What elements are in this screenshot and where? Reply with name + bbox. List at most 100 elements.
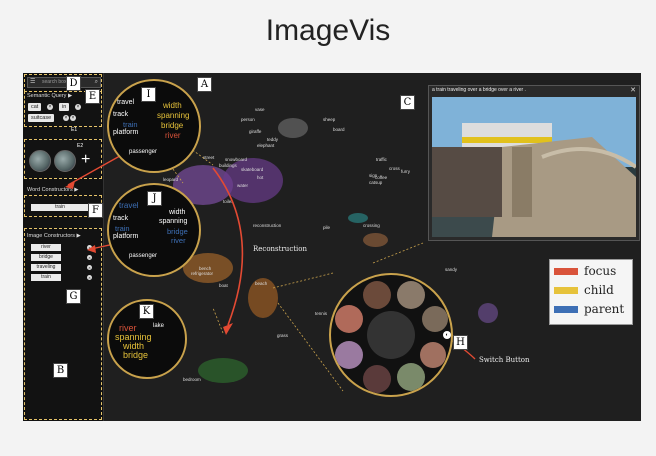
preview-photo <box>432 97 636 237</box>
slide-title: ImageVis <box>265 14 391 47</box>
scatter-word[interactable]: leopard <box>163 177 179 182</box>
switch-button[interactable]: ◐ <box>443 331 451 339</box>
close-icon[interactable]: ✕ <box>630 87 636 94</box>
lens-word: river <box>119 323 137 333</box>
scatter-word[interactable]: boat <box>219 283 228 288</box>
label-e: E <box>85 89 100 104</box>
scatter-word[interactable]: traffic <box>376 157 387 162</box>
cluster-blob <box>363 233 388 247</box>
label-g: G <box>66 289 81 304</box>
scatter-word[interactable]: bedroom <box>183 377 201 382</box>
remove-icon[interactable]: × <box>87 265 92 270</box>
scatter-word[interactable]: buildings <box>219 163 237 168</box>
lens-center <box>367 311 415 359</box>
scatter-word[interactable]: sandy <box>445 267 458 272</box>
image-term-river[interactable]: river <box>31 244 61 251</box>
image-term-traveling[interactable]: traveling <box>31 264 61 271</box>
semantic-query-label[interactable]: Semantic Query ▶ <box>27 93 73 99</box>
lens-word: track <box>113 111 129 118</box>
remove-icon[interactable]: × <box>87 255 92 260</box>
search-box[interactable]: ☰ search box... ⌕ <box>27 77 101 88</box>
scatter-word[interactable]: coffee <box>375 175 388 180</box>
preview-caption: a train traveling over a bridge over a r… <box>432 87 526 93</box>
scatter-word[interactable]: hot <box>257 175 264 180</box>
scatter-word[interactable]: tennis <box>315 311 328 316</box>
scatter-word[interactable]: teddy <box>267 137 279 142</box>
label-i: I <box>141 87 156 102</box>
scatter-word[interactable]: refrigerator <box>191 271 214 276</box>
remove-icon[interactable]: × <box>87 245 92 250</box>
scatter-word[interactable]: elephant <box>257 143 275 148</box>
scatter-word[interactable]: furry <box>401 169 410 174</box>
scatter-word[interactable]: person <box>241 117 255 122</box>
scatter-word[interactable]: board <box>333 127 345 132</box>
scatter-word[interactable]: skateboard <box>241 167 264 172</box>
image-constructors-label[interactable]: Image Constructors ▶ <box>27 233 81 239</box>
query-image-thumb[interactable] <box>54 150 76 172</box>
lens-word: spanning <box>115 332 152 342</box>
label-b: B <box>53 363 68 378</box>
image-preview-window: a train traveling over a bridge over a r… <box>428 85 640 241</box>
menu-icon[interactable]: ☰ <box>30 79 36 85</box>
image-term-train[interactable]: train <box>31 274 61 281</box>
cluster-blob <box>198 358 248 383</box>
remove-icon[interactable]: × <box>70 115 76 121</box>
scatter-word[interactable]: catsup <box>369 180 383 185</box>
query-chip-cat[interactable]: cat <box>28 103 42 111</box>
scatter-word[interactable]: grass <box>277 333 289 338</box>
remove-icon[interactable]: × <box>87 275 92 280</box>
legend-label: parent <box>584 302 625 316</box>
scatter-word[interactable]: pile <box>323 225 331 230</box>
scatter-word[interactable]: street <box>203 155 215 160</box>
scatter-word[interactable]: snowboard <box>225 157 248 162</box>
legend-label: child <box>584 283 614 297</box>
remove-icon[interactable]: × <box>47 104 53 110</box>
query-image-thumb[interactable] <box>29 150 51 172</box>
image-thumb[interactable] <box>422 306 448 332</box>
remove-icon[interactable]: × <box>63 115 69 121</box>
scatter-word[interactable]: reconstruction <box>253 223 282 228</box>
search-icon[interactable]: ⌕ <box>94 79 98 85</box>
query-chip-suitcase[interactable]: suitcase <box>28 114 55 122</box>
scatter-word[interactable]: beach <box>255 281 268 286</box>
scatter-word[interactable]: water <box>237 183 249 188</box>
image-thumb[interactable] <box>363 365 391 393</box>
lens-word: passenger <box>129 149 158 155</box>
lens-word: travel <box>119 201 139 210</box>
image-thumbnails <box>335 281 448 393</box>
label-e1: E1 <box>71 127 78 133</box>
legend-swatch <box>554 268 578 275</box>
image-term-bridge[interactable]: bridge <box>31 254 61 261</box>
scatter-word[interactable]: sign <box>369 173 378 178</box>
lens-word: river <box>165 131 181 140</box>
scatter-word[interactable]: toilet <box>223 199 233 204</box>
lens-word: bridge <box>161 121 184 130</box>
scatter-word[interactable]: bench <box>199 266 212 271</box>
switch-button-label: Switch Button <box>479 356 530 364</box>
query-chip-in[interactable]: in <box>59 103 70 111</box>
remove-icon[interactable]: × <box>75 104 81 110</box>
legend-label: focus <box>584 264 617 278</box>
image-thumb[interactable] <box>397 281 425 309</box>
lens-word: spanning <box>157 111 190 120</box>
scatter-word[interactable]: sheep <box>323 117 336 122</box>
scatter-word[interactable]: crossing <box>363 223 380 228</box>
cluster-blob <box>248 278 278 318</box>
lens-word: width <box>123 341 145 351</box>
word-constructors-label[interactable]: Word Constructors ▶ <box>27 187 79 193</box>
image-thumb[interactable] <box>335 341 363 369</box>
image-thumb[interactable] <box>335 305 363 333</box>
cluster-blob <box>478 303 498 323</box>
legend: focus child parent <box>549 259 633 325</box>
word-input[interactable]: train <box>31 204 89 211</box>
image-lens-h[interactable] <box>329 273 453 397</box>
lens-word: travel <box>117 99 135 106</box>
scatter-word[interactable]: cross <box>389 166 400 171</box>
scatter-word[interactable]: giraffe <box>249 129 262 134</box>
add-image-icon[interactable]: + <box>81 151 91 168</box>
reconstruction-label: Reconstruction <box>253 245 308 253</box>
image-thumb[interactable] <box>363 281 391 309</box>
scatter-word[interactable]: vase <box>255 107 265 112</box>
image-thumb[interactable] <box>420 342 446 368</box>
image-thumb[interactable] <box>397 363 425 391</box>
